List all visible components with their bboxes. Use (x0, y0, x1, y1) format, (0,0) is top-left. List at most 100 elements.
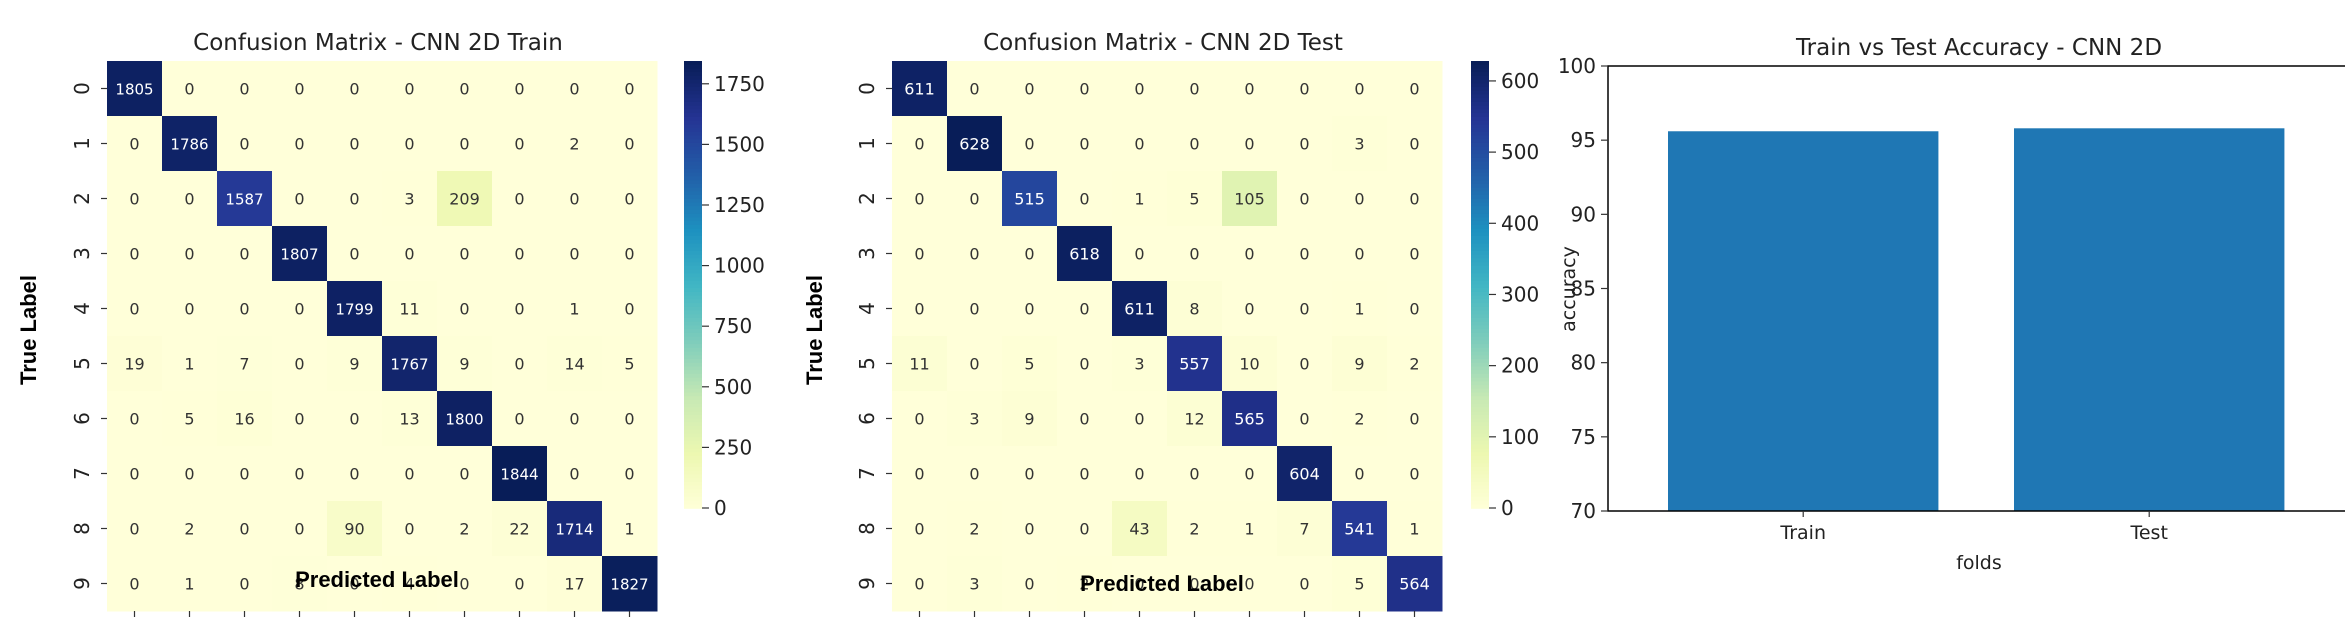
matrix-cell (602, 226, 658, 282)
colorbar-segment (1471, 403, 1489, 409)
cell-value-label: 0 (1189, 135, 1199, 154)
colorbar-tick-label: 250 (714, 435, 752, 459)
matrix-cell (162, 116, 218, 172)
matrix-cell (217, 61, 273, 117)
colorbar-segment (684, 187, 702, 193)
colorbar-segment (684, 239, 702, 245)
colorbar-segment (684, 489, 702, 494)
colorbar-segment (684, 396, 702, 401)
cell-value-label: 7 (239, 355, 249, 374)
y-tick-label: 5 (855, 357, 879, 370)
colorbar-segment (1471, 362, 1489, 368)
colorbar-segment (684, 359, 702, 364)
colorbar-segment (1471, 169, 1489, 174)
matrix-cell (1387, 171, 1443, 227)
matrix-cell (1057, 501, 1113, 557)
cell-value-label: 2 (1189, 520, 1199, 539)
colorbar-segment (1471, 344, 1489, 349)
colorbar-segment (1471, 467, 1489, 472)
colorbar-segment (684, 429, 702, 435)
matrix-cell (107, 556, 163, 612)
cell-value-label: 0 (1354, 465, 1364, 484)
colorbar-segment (684, 351, 702, 357)
colorbar-segment (1471, 236, 1489, 241)
colorbar-segment (684, 61, 702, 66)
colorbar-segment (1471, 310, 1489, 316)
colorbar-segment (1471, 381, 1489, 386)
matrix-cell (492, 336, 548, 392)
colorbar-segment (684, 470, 702, 476)
matrix-cell (1332, 556, 1388, 612)
colorbar-segment (1471, 347, 1489, 353)
y-tick-label: 7 (855, 467, 879, 480)
matrix-cell (272, 336, 328, 392)
colorbar-segment (1471, 474, 1489, 479)
colorbar-tick-label: 400 (1501, 211, 1539, 235)
matrix-cell (162, 61, 218, 117)
cell-value-label: 0 (1134, 410, 1144, 429)
cell-value-label: 9 (459, 355, 469, 374)
cell-value-label: 0 (1079, 300, 1089, 319)
matrix-cell (547, 391, 603, 447)
matrix-cell (327, 226, 383, 282)
cell-value-label: 1 (184, 575, 194, 594)
cell-value-label: 0 (1354, 190, 1364, 209)
matrix-cell (1277, 61, 1333, 117)
test-matrix-colorbar: 0 100 200 300 400 500 600 (1471, 61, 1539, 520)
bar-chart-x-ticks: Train Test (1779, 511, 2168, 544)
matrix-cell (327, 336, 383, 392)
y-tick-label: 1 (70, 137, 94, 150)
colorbar-segment (684, 135, 702, 141)
colorbar-segment (1471, 146, 1489, 152)
colorbar-segment (1471, 191, 1489, 196)
matrix-cell (947, 61, 1003, 117)
cell-value-label: 0 (1024, 245, 1034, 264)
cell-value-label: 0 (129, 410, 139, 429)
colorbar-segment (1471, 109, 1489, 114)
matrix-cell (1167, 281, 1223, 337)
colorbar-segment (684, 206, 702, 211)
cell-value-label: 13 (399, 410, 419, 429)
cell-value-label: 0 (129, 520, 139, 539)
colorbar-segment (1471, 340, 1489, 345)
colorbar-segment (684, 332, 702, 338)
train-matrix-y-ticks: 0 1 2 3 4 5 6 7 8 9 (70, 82, 107, 590)
matrix-cell (1332, 61, 1388, 117)
cell-value-label: 1587 (225, 191, 263, 209)
colorbar-segment (684, 291, 702, 297)
cell-value-label: 1 (1134, 190, 1144, 209)
cell-value-label: 0 (569, 80, 579, 99)
cell-value-label: 0 (294, 355, 304, 374)
matrix-cell (217, 446, 273, 502)
matrix-cell (492, 171, 548, 227)
cell-value-label: 0 (514, 575, 524, 594)
matrix-cell (217, 336, 273, 392)
colorbar-segment (1471, 239, 1489, 245)
colorbar-segment (1471, 448, 1489, 453)
cell-value-label: 0 (1134, 135, 1144, 154)
matrix-cell (1112, 446, 1168, 502)
matrix-cell (947, 226, 1003, 282)
cell-value-label: 0 (459, 245, 469, 264)
matrix-cell (1332, 171, 1388, 227)
cell-value-label: 12 (1184, 410, 1204, 429)
y-tick-label: 9 (855, 577, 879, 590)
cell-value-label: 0 (624, 410, 634, 429)
cell-value-label: 1786 (170, 136, 208, 154)
colorbar-tick-label: 500 (714, 375, 752, 399)
colorbar-segment (684, 90, 702, 96)
train-confusion-matrix: Confusion Matrix - CNN 2D Train 1805 0 0 0 0… (16, 30, 765, 617)
matrix-cell (1222, 281, 1278, 337)
matrix-cell (162, 391, 218, 447)
matrix-cell (947, 556, 1003, 612)
cell-value-label: 0 (1024, 575, 1034, 594)
matrix-cell (1057, 226, 1113, 282)
cell-value-label: 0 (1189, 575, 1199, 594)
matrix-cell (947, 391, 1003, 447)
colorbar-segment (1471, 183, 1489, 189)
cell-value-label: 0 (1409, 245, 1419, 264)
colorbar-segment (1471, 254, 1489, 260)
colorbar-segment (684, 180, 702, 185)
cell-value-label: 11 (399, 300, 419, 319)
cell-value-label: 0 (1024, 135, 1034, 154)
